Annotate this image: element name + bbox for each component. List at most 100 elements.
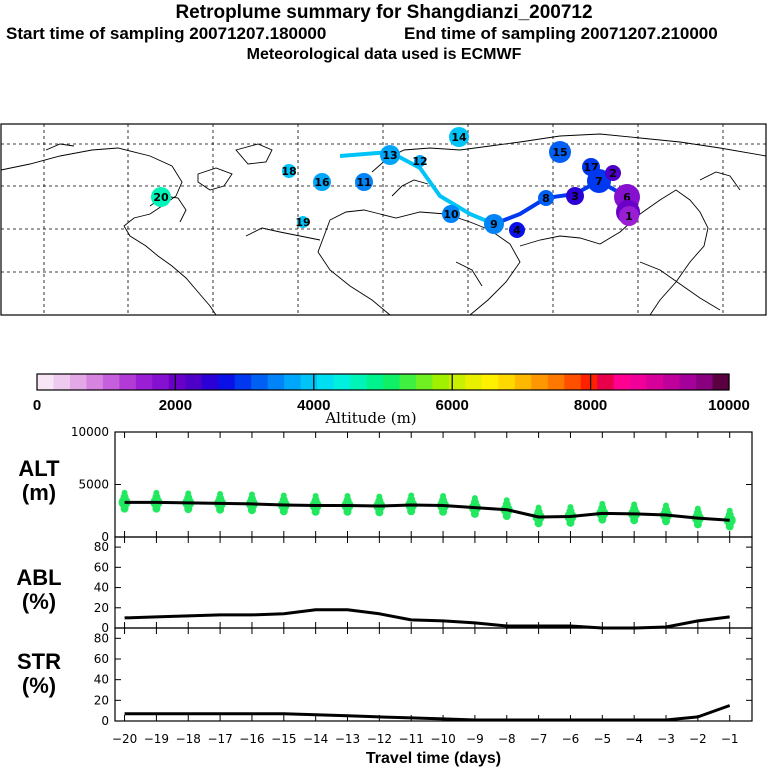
str-panel-title: STR (%) [0,650,79,698]
altitude-point [693,520,702,529]
plume-marker [549,141,571,163]
altitude-point [631,501,638,508]
map-panel: 1415171618192011131210987654321 [0,123,767,316]
colorbar-swatch [415,374,434,390]
end-time-label: End time of sampling 20071207.210000 [404,24,718,43]
altitude-point [535,504,542,511]
x-tick-label: −11 [399,732,424,746]
y-tick-label: 60 [94,560,109,574]
plume-markers: 1415171618192011131210987654321 [151,127,640,238]
colorbar-swatch [366,374,384,390]
colorbar-swatch [185,374,203,390]
colorbar-swatch [69,374,88,390]
plume-marker-label: 12 [412,155,427,168]
plume-marker [484,214,504,234]
colorbar-swatch [432,374,450,390]
plume-marker-label: 9 [490,218,498,231]
plume-marker-label: 6 [623,191,631,204]
plume-marker [297,216,309,228]
plume-marker [605,165,621,181]
str-unit: (%) [21,673,57,698]
altitude-point [439,507,448,516]
colorbar-swatch [531,374,549,390]
altitude-point [694,505,701,512]
colorbar-swatches [37,374,730,390]
plume-marker [313,173,331,191]
y-tick-label: 0 [101,530,109,544]
colorbar-tick-label: 4000 [297,397,330,414]
x-tick-label: −13 [335,732,360,746]
y-tick-label: 40 [94,581,109,595]
altitude-point [121,489,128,496]
chart-title: Retroplume summary for Shangdianzi_20071… [175,2,593,23]
plume-marker [414,155,426,167]
altitude-point [217,490,224,497]
altitude-point [344,493,351,500]
altitude-point [440,493,447,500]
y-tick-label: 20 [94,601,109,615]
colorbar-swatch [547,374,565,390]
altitude-point [375,508,384,517]
y-tick-label: 40 [94,673,109,687]
x-tick-label: −3 [657,732,675,746]
colorbar-swatch [168,374,186,390]
colorbar-swatch [399,374,417,390]
abl-unit: (%) [21,589,57,614]
colorbar-swatch [630,374,648,390]
altitude-point [502,512,511,520]
panel-frame [114,627,753,722]
altitude-point [503,497,510,504]
alt-series-line [124,500,730,522]
plume-marker [538,190,554,206]
y-tick-label: 20 [94,693,109,707]
met-data-label: Meteorological data used is ECMWF [246,46,522,63]
plume-marker-label: 7 [595,175,603,188]
colorbar-swatch [646,374,664,390]
colorbar-swatch [267,374,285,390]
altitude-point [726,507,733,514]
colorbar-swatch [234,374,252,390]
plume-marker-label: 1 [625,210,633,223]
x-tick-label: −16 [239,732,264,746]
altitude-point [216,505,225,514]
y-tick-label: 5000 [78,478,109,492]
colorbar-tick-label: 2000 [159,397,192,414]
plume-marker [282,164,296,178]
plume-marker [151,187,171,207]
colorbar-swatch [53,374,71,390]
colorbar-swatch [383,374,401,390]
colorbar-swatch [300,374,318,390]
plume-marker [566,187,584,205]
colorbar-swatch [317,374,335,390]
x-tick-label: −2 [689,732,707,746]
colorbar-swatch [86,374,104,390]
altitude-point [152,504,161,513]
map-gridlines [1,124,766,315]
x-axis-label: Travel time (days) [366,750,501,767]
x-tick-label: −15 [271,732,296,746]
altitude-point [247,506,256,515]
coastlines [0,133,767,316]
colorbar-swatch [448,374,466,390]
colorbar-swatch [514,374,532,390]
alt-unit: (m) [21,480,57,505]
y-tick-label: 0 [101,621,109,635]
x-tick-label: −17 [207,732,232,746]
altitude-point [599,500,606,507]
panel-alt: 0 5000 10000 [71,425,753,544]
altitude-point [120,504,129,513]
colorbar-tick-label: 0 [33,397,41,414]
altitude-point [663,502,670,509]
plume-marker-label: 15 [552,146,567,159]
x-tick-label: −7 [530,732,548,746]
colorbar-tick-label: 6000 [436,397,469,414]
colorbar-swatch [333,374,351,390]
colorbar-swatch [102,374,120,390]
colorbar-swatch [564,374,582,390]
altitude-point [184,505,193,514]
colorbar-swatch [481,374,499,390]
colorbar-swatch [37,374,55,390]
altitude-point [407,507,416,516]
